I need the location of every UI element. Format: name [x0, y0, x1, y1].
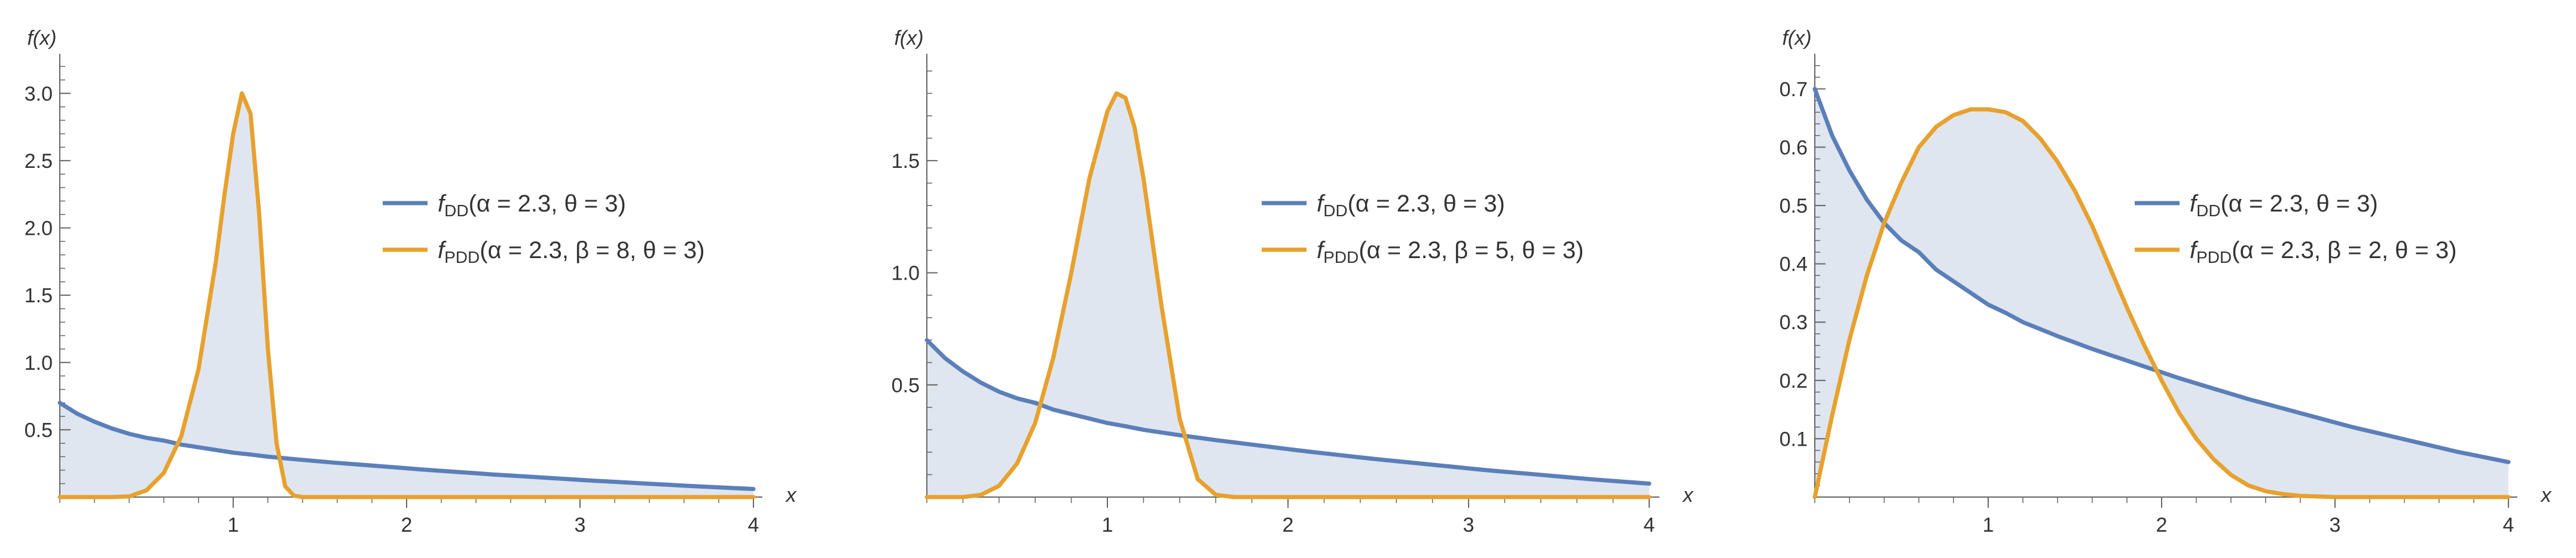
y-tick-label: 1.0 — [25, 352, 53, 375]
y-tick-label: 0.2 — [1780, 370, 1808, 393]
x-tick-label: 3 — [2330, 514, 2341, 536]
fill-between-curves — [60, 97, 753, 498]
legend-entry: fDD(α = 2.3, θ = 3) — [438, 191, 626, 220]
legend-args: (α = 2.3, β = 2, θ = 3) — [2232, 237, 2456, 263]
series-line-dd — [1812, 87, 2511, 464]
series-line-pdd — [1812, 107, 2511, 499]
legend-subscript: DD — [1323, 201, 1347, 220]
legend-entry: fDD(α = 2.3, θ = 3) — [2190, 191, 2378, 220]
x-tick-label: 3 — [1463, 514, 1475, 536]
y-tick-label: 2.0 — [25, 217, 53, 240]
x-axis-label: x — [2540, 484, 2552, 507]
x-tick-label: 2 — [2156, 514, 2168, 536]
fill-between-curves — [927, 94, 1649, 498]
chart-panel-3: 1 2 3 4 0.1 0.2 0.3 0.4 0.5 0.6 0.7 x f(x) fDD(α = 2.… — [1780, 27, 2552, 536]
y-tick-label: 0.7 — [1780, 78, 1808, 101]
legend-entry: fPDD(α = 2.3, β = 2, θ = 3) — [2190, 237, 2457, 266]
y-tick-label: 2.5 — [25, 150, 53, 173]
series-line-dd — [57, 400, 756, 491]
series-line-dd — [924, 338, 1652, 486]
legend-subscript: PDD — [1323, 248, 1359, 266]
legend-args: (α = 2.3, θ = 3) — [1348, 191, 1505, 217]
y-tick-label: 1.5 — [892, 150, 920, 173]
legend-entry: fPDD(α = 2.3, β = 8, θ = 3) — [438, 237, 705, 266]
x-tick-label: 2 — [1283, 514, 1294, 536]
legend-entry: fPDD(α = 2.3, β = 5, θ = 3) — [1317, 237, 1584, 266]
y-tick-label: 0.6 — [1780, 136, 1808, 159]
legend: fDD(α = 2.3, θ = 3) fPDD(α = 2.3, β = 8, … — [383, 191, 705, 266]
y-tick-label: 0.5 — [892, 374, 920, 397]
y-axis-label: f(x) — [27, 27, 56, 50]
legend-args: (α = 2.3, β = 5, θ = 3) — [1359, 237, 1583, 263]
y-tick-label: 0.5 — [1780, 195, 1808, 217]
y-tick-label: 1.0 — [892, 262, 920, 285]
legend-entry: fDD(α = 2.3, θ = 3) — [1317, 191, 1505, 220]
chart-panel-1: 1 2 3 4 0.5 1.0 1.5 2.0 2.5 3.0 x f(x) fDD(α = 2.3, … — [25, 27, 797, 536]
x-tick-label: 4 — [2503, 514, 2514, 536]
chart-panel-2: 1 2 3 4 0.5 1.0 1.5 x f(x) fDD(α = 2.3, θ = 3) fPD… — [892, 27, 1694, 536]
series-line-pdd — [57, 91, 756, 499]
legend-args: (α = 2.3, θ = 3) — [2221, 191, 2378, 217]
y-tick-label: 3.0 — [25, 82, 53, 105]
legend: fDD(α = 2.3, θ = 3) fPDD(α = 2.3, β = 5, … — [1262, 191, 1584, 266]
x-tick-label: 4 — [1644, 514, 1655, 536]
legend-args: (α = 2.3, β = 8, θ = 3) — [480, 237, 704, 263]
legend-subscript: PDD — [444, 248, 480, 266]
x-tick-label: 4 — [748, 514, 759, 536]
y-tick-label: 1.5 — [25, 284, 53, 307]
x-axis-label: x — [785, 484, 797, 507]
x-tick-label: 2 — [401, 514, 413, 536]
series-line-pdd — [924, 91, 1652, 499]
y-tick-label: 0.1 — [1780, 428, 1808, 450]
legend: fDD(α = 2.3, θ = 3) fPDD(α = 2.3, β = 2, … — [2135, 191, 2457, 266]
x-tick-label: 1 — [1102, 514, 1113, 536]
x-tick-label: 1 — [1983, 514, 1994, 536]
y-tick-label: 0.5 — [25, 419, 53, 442]
y-axis-label: f(x) — [1782, 27, 1811, 50]
y-tick-label: 0.3 — [1780, 311, 1808, 334]
legend-subscript: DD — [2196, 201, 2220, 220]
legend-args: (α = 2.3, θ = 3) — [469, 191, 626, 217]
legend-subscript: PDD — [2196, 248, 2232, 266]
x-tick-label: 1 — [228, 514, 239, 536]
y-tick-label: 0.4 — [1780, 253, 1808, 276]
legend-subscript: DD — [444, 201, 468, 220]
fill-between-curves — [1815, 88, 2508, 498]
x-axis-label: x — [1682, 484, 1694, 507]
y-axis-label: f(x) — [894, 27, 923, 50]
x-tick-label: 3 — [575, 514, 586, 536]
